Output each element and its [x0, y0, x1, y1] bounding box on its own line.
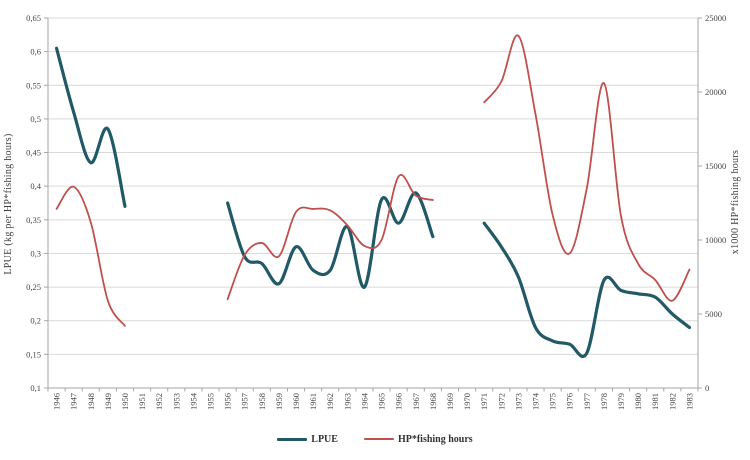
svg-text:0,55: 0,55	[26, 80, 41, 90]
svg-text:0,25: 0,25	[26, 282, 41, 292]
svg-text:1976: 1976	[565, 393, 575, 410]
right-axis-title: x1000 HP*fishing hours	[730, 150, 741, 254]
svg-text:1962: 1962	[325, 393, 335, 410]
svg-text:1956: 1956	[223, 393, 233, 410]
left-axis-ticks: 0,1 0,15 0,2 0,25 0,3 0,35 0,4 0,45 0,5 0,55 0,6 0,…	[26, 13, 48, 393]
svg-text:1975: 1975	[548, 393, 558, 410]
svg-text:1966: 1966	[394, 393, 404, 410]
svg-text:1971: 1971	[479, 393, 489, 410]
svg-text:1947: 1947	[69, 393, 79, 410]
svg-text:0,45: 0,45	[26, 148, 41, 158]
svg-text:1958: 1958	[257, 393, 267, 410]
svg-text:1955: 1955	[206, 393, 216, 410]
svg-text:25000: 25000	[705, 13, 726, 23]
svg-text:1963: 1963	[342, 393, 352, 410]
svg-text:1952: 1952	[154, 393, 164, 410]
svg-text:5000: 5000	[705, 309, 722, 319]
svg-text:1951: 1951	[137, 393, 147, 410]
svg-text:1972: 1972	[496, 393, 506, 410]
svg-text:1967: 1967	[411, 393, 421, 410]
svg-text:0,1: 0,1	[30, 383, 41, 393]
svg-text:1965: 1965	[377, 393, 387, 410]
svg-text:1954: 1954	[188, 392, 198, 410]
svg-text:1979: 1979	[616, 393, 626, 410]
svg-text:1981: 1981	[650, 393, 660, 410]
lpue-line-sample	[277, 437, 308, 441]
svg-text:15000: 15000	[705, 161, 726, 171]
legend-label-lpue: LPUE	[311, 433, 338, 445]
svg-text:1980: 1980	[633, 393, 643, 410]
svg-text:20000: 20000	[705, 87, 726, 97]
svg-text:1957: 1957	[240, 393, 250, 410]
svg-text:1948: 1948	[86, 393, 96, 410]
left-axis-title: LPUE (kg per HP*fishing hours)	[3, 133, 14, 274]
svg-text:1973: 1973	[513, 393, 523, 410]
svg-text:1961: 1961	[308, 393, 318, 410]
svg-text:1969: 1969	[445, 393, 455, 410]
svg-text:0,4: 0,4	[30, 181, 41, 191]
svg-text:1977: 1977	[582, 393, 592, 410]
hp-series-line	[55, 34, 691, 327]
svg-text:1970: 1970	[462, 393, 472, 410]
svg-text:0,6: 0,6	[30, 47, 41, 57]
svg-text:1950: 1950	[120, 393, 130, 410]
svg-text:1964: 1964	[359, 392, 369, 410]
svg-text:1983: 1983	[684, 393, 694, 410]
svg-text:1968: 1968	[428, 393, 438, 410]
svg-text:0,5: 0,5	[30, 114, 41, 124]
svg-text:0,65: 0,65	[26, 13, 41, 23]
svg-text:0,2: 0,2	[30, 316, 41, 326]
legend: LPUE HP*fishing hours	[0, 429, 750, 449]
hp-line-sample	[363, 438, 394, 440]
svg-text:1982: 1982	[667, 393, 677, 410]
legend-label-hp: HP*fishing hours	[397, 433, 473, 445]
svg-text:0: 0	[705, 383, 709, 393]
svg-text:0,35: 0,35	[26, 215, 41, 225]
svg-text:0,3: 0,3	[30, 248, 41, 258]
legend-item-lpue: LPUE	[277, 434, 338, 445]
x-axis-labels: 1946 1947 1948 1949 1950 1951 1952 1953 1954 1955…	[52, 392, 695, 410]
svg-text:1960: 1960	[291, 393, 301, 410]
right-axis-ticks: 0 5000 10000 15000 20000 25000	[698, 13, 726, 393]
svg-text:1978: 1978	[599, 393, 609, 410]
svg-text:1953: 1953	[171, 393, 181, 410]
svg-text:1959: 1959	[274, 393, 284, 410]
gridlines	[48, 17, 698, 355]
plot-area: 0,1 0,15 0,2 0,25 0,3 0,35 0,4 0,45 0,5 0,55 0,6 0,…	[26, 13, 726, 410]
svg-text:1946: 1946	[52, 393, 62, 410]
x-axis-ticks	[47, 388, 699, 392]
svg-text:1974: 1974	[531, 392, 541, 410]
svg-text:1949: 1949	[103, 393, 113, 410]
axes	[47, 18, 699, 389]
svg-text:0,15: 0,15	[26, 349, 41, 359]
legend-item-hp: HP*fishing hours	[363, 433, 473, 445]
lpue-series-line	[54, 46, 692, 359]
svg-text:10000: 10000	[705, 235, 726, 245]
